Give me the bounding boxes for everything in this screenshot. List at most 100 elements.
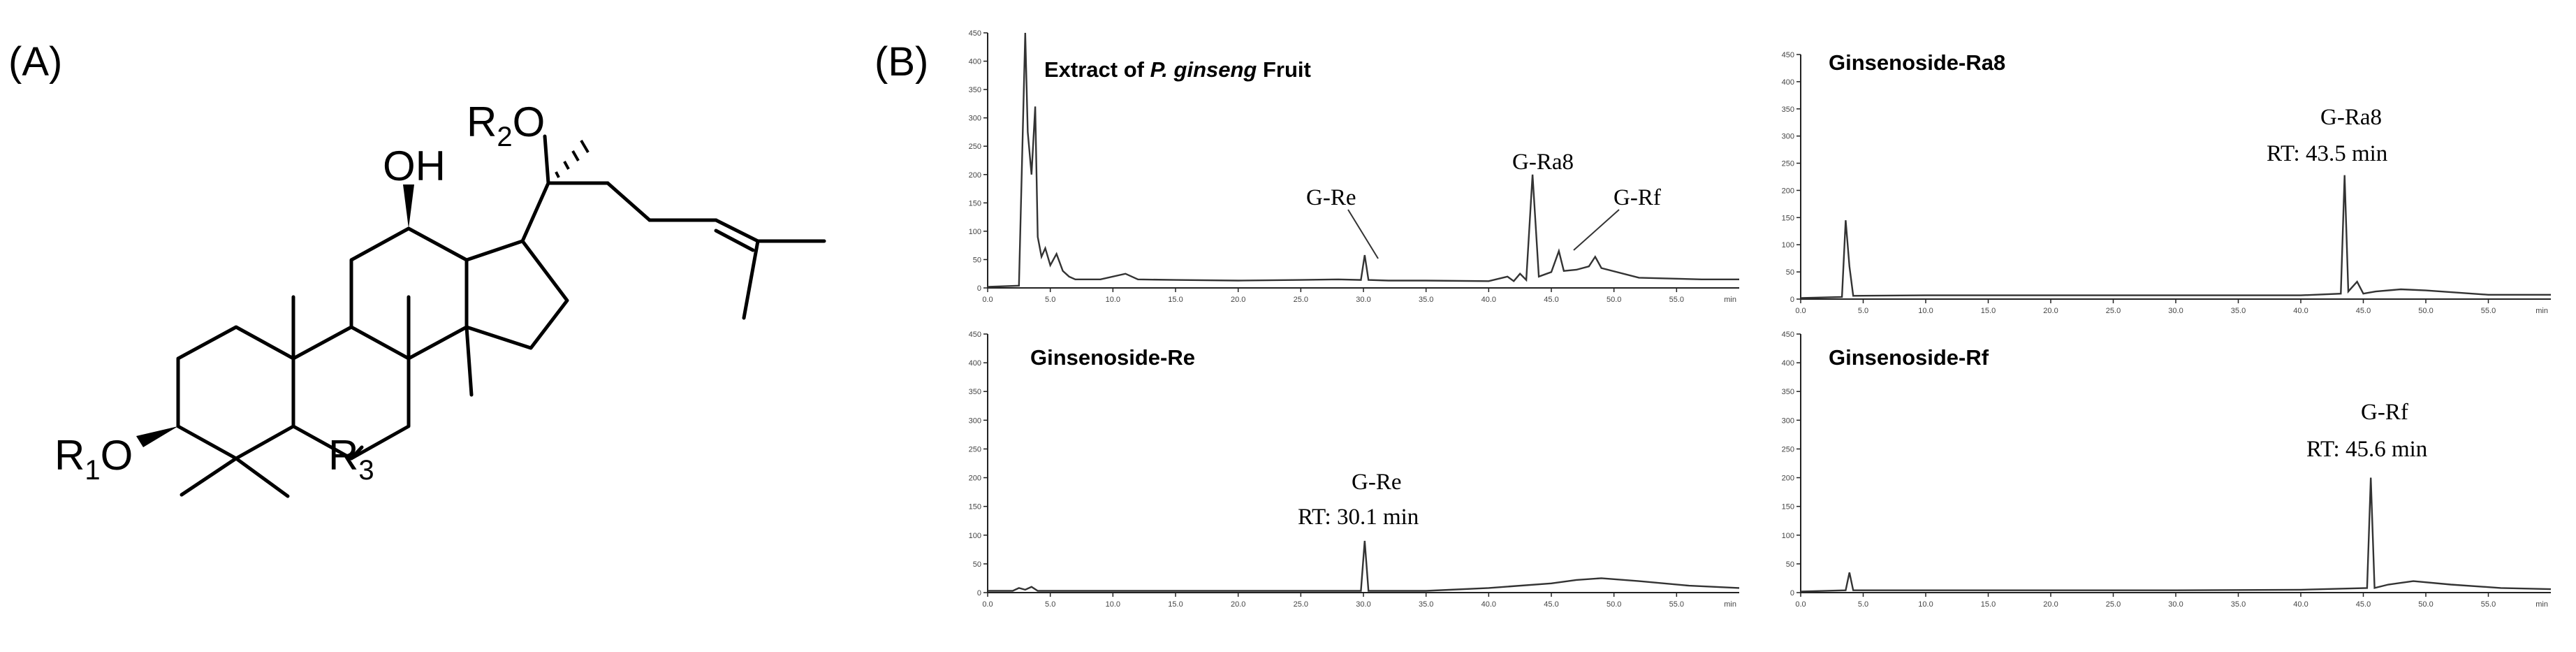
x-tick-label: 0.0 bbox=[1795, 600, 1806, 609]
ring-a bbox=[176, 325, 295, 461]
side-chain-c24-c25 bbox=[714, 218, 760, 243]
chromatogram-re-title: Ginsenoside-Re bbox=[1030, 345, 1195, 370]
peak-leader-g-rf bbox=[1573, 209, 1620, 251]
x-tick-label: 35.0 bbox=[2231, 600, 2246, 609]
ring-d bbox=[464, 239, 569, 350]
chemical-structure: OH R1O R3 R2O bbox=[54, 99, 826, 498]
side-chain-c17 bbox=[520, 181, 550, 243]
hydroxyl-label: OH bbox=[383, 143, 446, 189]
y-tick-label: 0 bbox=[1790, 296, 1794, 304]
chromatogram-ra8-axes: 0 50 100 150 200 250 300 350 400 450 0.0 5.0 10.0 15.… bbox=[1782, 51, 2551, 315]
x-tick-label: 5.0 bbox=[1045, 600, 1055, 609]
peak-leader-g-re bbox=[1347, 209, 1379, 259]
side-chain-c27 bbox=[742, 239, 760, 320]
y-tick-label: 0 bbox=[977, 284, 981, 293]
x-unit-label: min bbox=[2535, 307, 2548, 315]
methyl-c14 bbox=[464, 325, 474, 397]
x-tick-label: 10.0 bbox=[1918, 307, 1933, 315]
x-tick-label: 0.0 bbox=[982, 296, 993, 304]
y-tick-label: 350 bbox=[1782, 388, 1794, 396]
y-tick-label: 150 bbox=[1782, 214, 1794, 222]
x-tick-label: 15.0 bbox=[1981, 307, 1996, 315]
x-tick-label: 25.0 bbox=[2106, 307, 2121, 315]
x-tick-label: 5.0 bbox=[1045, 296, 1055, 304]
peak-label-g-rf: G-Rf bbox=[1613, 185, 1661, 210]
chromatogram-extract-trace bbox=[987, 32, 1739, 288]
panel-label-a: (A) bbox=[8, 39, 62, 85]
y-tick-label: 400 bbox=[969, 359, 981, 368]
y-tick-label: 0 bbox=[977, 589, 981, 597]
x-tick-label: 55.0 bbox=[1669, 296, 1684, 304]
y-tick-label: 300 bbox=[969, 416, 981, 425]
chromatogram-re: 0 50 100 150 200 250 300 350 400 450 0.0 5.0 10.0 15.… bbox=[969, 331, 1740, 609]
wedge-12-oh bbox=[403, 184, 414, 229]
chromatogram-re-trace bbox=[988, 540, 1740, 592]
y-tick-label: 400 bbox=[969, 58, 981, 66]
x-tick-label: 15.0 bbox=[1981, 600, 1996, 609]
x-tick-label: 20.0 bbox=[1231, 296, 1245, 304]
x-tick-label: 40.0 bbox=[2293, 307, 2308, 315]
chromatogram-extract-axes: 0 50 100 150 200 250 300 350 400 450 0.0 5.0 10.0 15.… bbox=[969, 29, 1739, 304]
peak-rt-ra8: RT: 43.5 min bbox=[2267, 141, 2387, 166]
y-tick-label: 300 bbox=[1782, 416, 1794, 425]
y-tick-label: 250 bbox=[969, 143, 981, 151]
y-tick-label: 100 bbox=[969, 228, 981, 236]
x-tick-label: 25.0 bbox=[1294, 296, 1308, 304]
y-tick-label: 150 bbox=[969, 503, 981, 512]
y-tick-label: 100 bbox=[969, 532, 981, 540]
x-tick-label: 20.0 bbox=[2043, 307, 2058, 315]
y-tick-label: 50 bbox=[973, 256, 981, 264]
r3-label: R3 bbox=[328, 432, 374, 486]
panel-label-b: (B) bbox=[874, 39, 928, 85]
y-tick-label: 200 bbox=[1782, 474, 1794, 483]
ring-c bbox=[349, 226, 469, 361]
y-tick-label: 100 bbox=[1782, 532, 1794, 540]
peak-label-re: G-Re bbox=[1352, 470, 1401, 495]
x-tick-label: 40.0 bbox=[1481, 600, 1496, 609]
y-tick-label: 350 bbox=[1782, 106, 1794, 114]
y-tick-label: 300 bbox=[969, 115, 981, 123]
x-tick-label: 45.0 bbox=[1544, 600, 1558, 609]
x-tick-label: 50.0 bbox=[1607, 296, 1621, 304]
x-tick-label: 20.0 bbox=[1231, 600, 1245, 609]
y-tick-label: 450 bbox=[969, 331, 981, 339]
x-tick-label: 30.0 bbox=[2168, 600, 2183, 609]
x-tick-label: 55.0 bbox=[1669, 600, 1684, 609]
x-tick-label: 30.0 bbox=[2168, 307, 2183, 315]
methyl-c4a bbox=[180, 456, 238, 497]
x-tick-label: 20.0 bbox=[2043, 600, 2058, 609]
y-tick-label: 400 bbox=[1782, 78, 1794, 87]
x-tick-label: 5.0 bbox=[1858, 600, 1868, 609]
chromatogram-ra8-title: Ginsenoside-Ra8 bbox=[1829, 50, 2005, 75]
y-tick-label: 450 bbox=[1782, 51, 1794, 59]
chromatogram-ra8: 0 50 100 150 200 250 300 350 400 450 0.0 5.0 10.0 15.… bbox=[1782, 50, 2551, 315]
x-tick-label: 50.0 bbox=[2418, 307, 2433, 315]
r1o-label: R1O bbox=[54, 432, 133, 486]
y-tick-label: 250 bbox=[1782, 445, 1794, 454]
x-tick-label: 0.0 bbox=[982, 600, 993, 609]
y-tick-label: 250 bbox=[1782, 160, 1794, 168]
peak-label-g-re: G-Re bbox=[1306, 185, 1356, 210]
x-tick-label: 30.0 bbox=[1356, 296, 1370, 304]
x-tick-label: 40.0 bbox=[2293, 600, 2308, 609]
x-tick-label: 25.0 bbox=[1294, 600, 1308, 609]
y-tick-label: 350 bbox=[969, 388, 981, 396]
y-tick-label: 450 bbox=[969, 29, 981, 38]
x-tick-label: 40.0 bbox=[1481, 296, 1496, 304]
x-tick-label: 50.0 bbox=[2418, 600, 2433, 609]
side-chain-c24-c25-double bbox=[714, 229, 755, 252]
x-unit-label: min bbox=[1724, 600, 1736, 609]
chromatogram-rf-title: Ginsenoside-Rf bbox=[1829, 345, 1989, 370]
x-tick-label: 45.0 bbox=[1544, 296, 1558, 304]
peak-label-rf: G-Rf bbox=[2361, 400, 2408, 425]
x-tick-label: 45.0 bbox=[2356, 307, 2371, 315]
y-tick-label: 250 bbox=[969, 445, 981, 454]
y-tick-label: 50 bbox=[1786, 268, 1794, 277]
x-tick-label: 30.0 bbox=[1356, 600, 1370, 609]
y-tick-label: 450 bbox=[1782, 331, 1794, 339]
chromatogram-extract: 0 50 100 150 200 250 300 350 400 450 0.0 5.0 10.0 15.… bbox=[969, 29, 1739, 304]
x-tick-label: 10.0 bbox=[1918, 600, 1933, 609]
y-tick-label: 150 bbox=[969, 199, 981, 208]
chromatogram-rf-axes: 0 50 100 150 200 250 300 350 400 450 0.0 5.0 10.0 15.… bbox=[1782, 331, 2551, 609]
